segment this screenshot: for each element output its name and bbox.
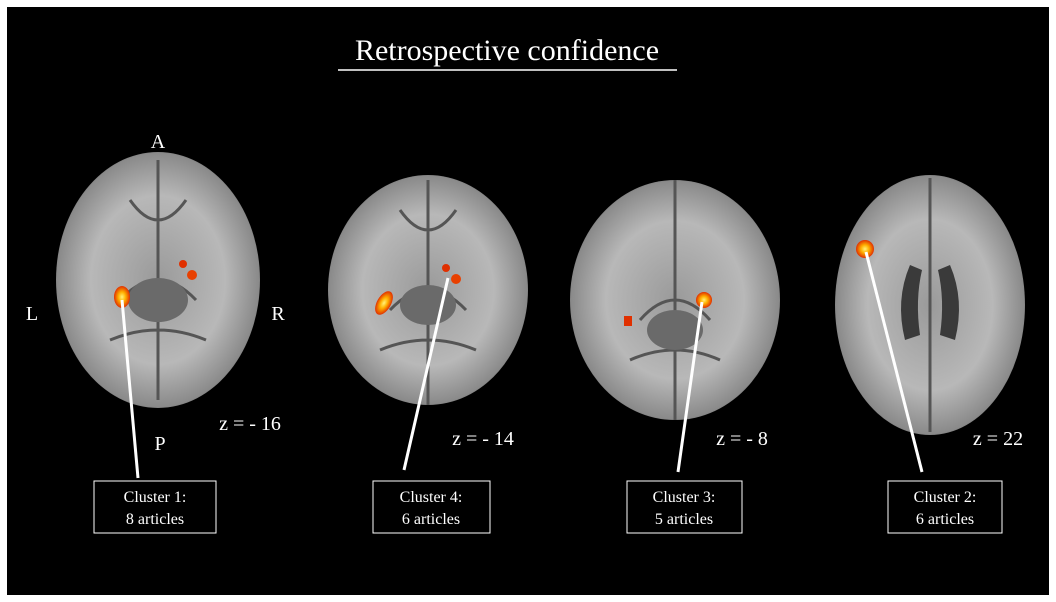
orientation-label: L: [26, 303, 38, 325]
cluster-box: Cluster 2: 6 articles: [888, 481, 1002, 533]
z-label: z = 22: [973, 428, 1023, 450]
cluster-name: Cluster 3:: [653, 489, 716, 506]
orientation-label: A: [151, 131, 166, 153]
title: Retrospective confidence: [355, 34, 659, 67]
z-label: z = - 14: [452, 428, 514, 450]
cluster-articles: 8 articles: [126, 511, 184, 528]
orientation-label: P: [154, 433, 165, 455]
orientation-label: R: [271, 303, 285, 325]
cluster-articles: 6 articles: [916, 511, 974, 528]
cluster-name: Cluster 2:: [914, 489, 977, 506]
cluster-name: Cluster 4:: [400, 489, 463, 506]
figure: Retrospective confidence A P L R: [0, 0, 1056, 602]
cluster-box: Cluster 4: 6 articles: [373, 481, 490, 533]
cluster-articles: 6 articles: [402, 511, 460, 528]
cluster-articles: 5 articles: [655, 511, 713, 528]
z-label: z = - 8: [716, 428, 768, 450]
cluster-box: Cluster 1: 8 articles: [94, 481, 216, 533]
z-label: z = - 16: [219, 413, 281, 435]
cluster-box: Cluster 3: 5 articles: [627, 481, 742, 533]
cluster-name: Cluster 1:: [124, 489, 187, 506]
